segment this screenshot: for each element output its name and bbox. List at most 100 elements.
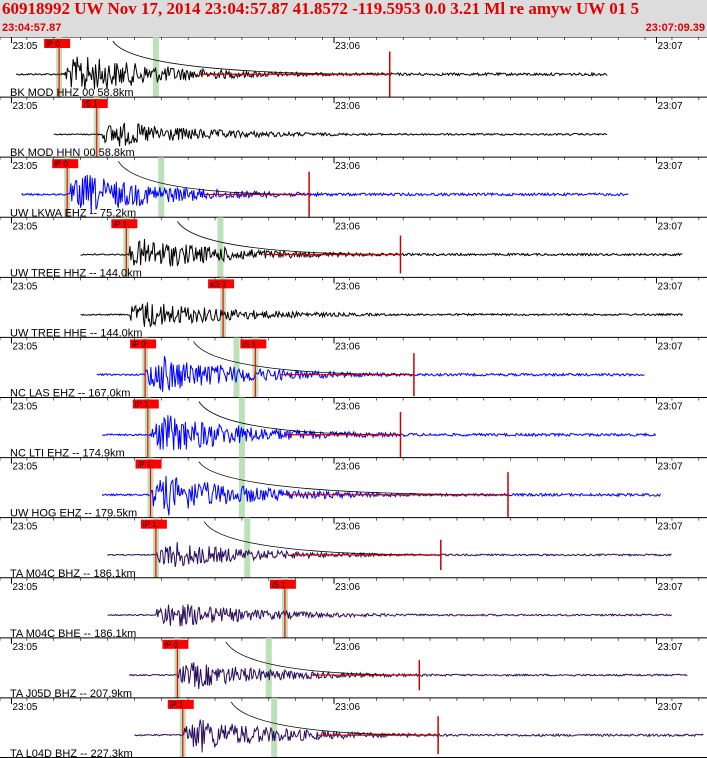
- time-tick-label: 23:07: [658, 642, 683, 653]
- pick-label: iP 0: [46, 40, 60, 49]
- waveform-trace: [107, 604, 672, 627]
- pick-label-box: [52, 159, 79, 169]
- time-tick-label: 23:06: [335, 101, 360, 112]
- time-tick-label: 23:07: [658, 402, 683, 413]
- waveform-trace: [80, 238, 683, 267]
- time-tick-label: 23:07: [658, 221, 683, 232]
- time-tick-label: 23:07: [658, 522, 683, 533]
- pick-label-box: [140, 519, 167, 529]
- pick-label: iS 1: [84, 100, 98, 109]
- secondary-pick-window: [158, 157, 165, 218]
- time-tick-label: 23:06: [335, 402, 360, 413]
- pick-label-box: [111, 219, 138, 229]
- window-start-time: 23:04:57.87: [2, 22, 62, 34]
- station-label: UW TREE HHE -- 144.0km: [10, 327, 142, 339]
- secondary-pick-window: [265, 637, 272, 698]
- event-title: 60918992 UW Nov 17, 2014 23:04:57.87 41.…: [2, 0, 640, 18]
- pick-label: iP 1: [170, 700, 184, 709]
- seismogram-panel: 23:05 23:06 23:07 iP 0 BK MOD HHZ 00 58.8km 2…: [0, 37, 707, 758]
- pick-label: iP 1: [143, 520, 157, 529]
- time-tick-label: 23:05: [12, 642, 37, 653]
- time-tick-label: 23:07: [658, 341, 683, 352]
- pick-label: iP 1: [135, 400, 149, 409]
- station-label: TA M04C BHZ -- 186.1km: [10, 568, 136, 580]
- coda-decay-curve: [177, 221, 401, 255]
- time-tick-label: 23:06: [335, 642, 360, 653]
- time-tick-label: 23:05: [12, 462, 37, 473]
- time-tick-label: 23:05: [12, 161, 37, 172]
- coda-decay-curve: [193, 341, 414, 376]
- pick-label: iP 0: [54, 160, 68, 169]
- pick-label-box: [44, 39, 71, 48]
- coda-decay-curve: [225, 641, 420, 676]
- time-tick-label: 23:07: [658, 41, 683, 52]
- time-tick-label: 23:07: [658, 582, 683, 593]
- pick-label-box: [269, 579, 296, 589]
- waveform-trace: [134, 719, 704, 753]
- time-tick-label: 23:07: [658, 702, 683, 713]
- time-tick-label: 23:05: [12, 702, 37, 713]
- pick-label: iP 1: [113, 220, 127, 229]
- waveform-trace: [53, 122, 608, 147]
- time-tick-label: 23:05: [12, 221, 37, 232]
- time-tick-label: 23:06: [335, 522, 360, 533]
- time-tick-label: 23:07: [658, 161, 683, 172]
- station-label: UW TREE HHZ -- 144.0km: [10, 267, 142, 279]
- station-label: UW HOG EHZ -- 179.5km: [10, 508, 137, 520]
- station-label: TA J05D BHZ -- 207.9km: [10, 688, 132, 700]
- time-tick-label: 23:05: [12, 582, 37, 593]
- secondary-pick-window: [217, 217, 224, 278]
- pick-label-box: [240, 339, 267, 349]
- coda-decay-curve: [203, 521, 441, 556]
- pick-label-box: [135, 459, 162, 469]
- waveform-trace: [101, 415, 657, 451]
- station-label: TA L04D BHZ -- 227.3km: [10, 748, 133, 758]
- secondary-pick-window: [244, 517, 251, 578]
- pick-label: eS 2: [210, 280, 227, 289]
- waveform-trace: [21, 174, 629, 215]
- time-tick-label: 23:07: [658, 462, 683, 473]
- time-tick-label: 23:06: [335, 281, 360, 292]
- coda-decay-curve: [117, 160, 310, 195]
- secondary-pick-window: [233, 337, 240, 398]
- station-label: UW LKWA EHZ -- 75.2km: [10, 207, 136, 219]
- pick-label: iS 1: [272, 580, 286, 589]
- time-tick-label: 23:06: [335, 161, 360, 172]
- pick-label-box: [81, 99, 108, 109]
- station-label: BK MOD HHN 00 58.8km: [10, 147, 135, 159]
- coda-decay-curve: [198, 401, 401, 436]
- time-tick-label: 23:05: [12, 402, 37, 413]
- time-tick-label: 23:05: [12, 341, 37, 352]
- time-tick-label: 23:05: [12, 522, 37, 533]
- time-tick-label: 23:06: [335, 702, 360, 713]
- pick-label-box: [162, 639, 189, 649]
- waveform-trace: [101, 475, 661, 516]
- station-label: BK MOD HHZ 00 58.8km: [10, 87, 133, 99]
- time-tick-label: 23:05: [12, 41, 37, 52]
- time-tick-label: 23:06: [335, 41, 360, 52]
- time-tick-label: 23:06: [335, 462, 360, 473]
- pick-label: iS 1: [242, 340, 256, 349]
- station-label: NC LAS EHZ -- 167.0km: [10, 388, 130, 400]
- window-end-time: 23:07:09.39: [645, 22, 705, 34]
- secondary-pick-window: [271, 697, 278, 758]
- pick-label-box: [167, 699, 194, 709]
- time-tick-label: 23:06: [335, 341, 360, 352]
- secondary-pick-window: [152, 37, 159, 98]
- pick-label: iP 0: [132, 340, 146, 349]
- event-header: 60918992 UW Nov 17, 2014 23:04:57.87 41.…: [0, 0, 707, 37]
- waveform-trace: [128, 662, 688, 690]
- time-tick-label: 23:05: [12, 281, 37, 292]
- pick-label-box: [208, 279, 235, 289]
- pick-label: iP 1: [138, 460, 152, 469]
- time-tick-label: 23:07: [658, 281, 683, 292]
- pick-label-box: [132, 399, 159, 409]
- pick-label: iP 0: [164, 640, 178, 649]
- pick-label-box: [130, 339, 157, 349]
- time-tick-label: 23:06: [335, 221, 360, 232]
- station-label: NC LTI EHZ -- 174.9km: [10, 448, 125, 460]
- station-label: TA M04C BHE -- 186.1km: [10, 628, 136, 640]
- time-tick-label: 23:06: [335, 582, 360, 593]
- time-tick-label: 23:07: [658, 101, 683, 112]
- waveform-trace: [80, 302, 683, 328]
